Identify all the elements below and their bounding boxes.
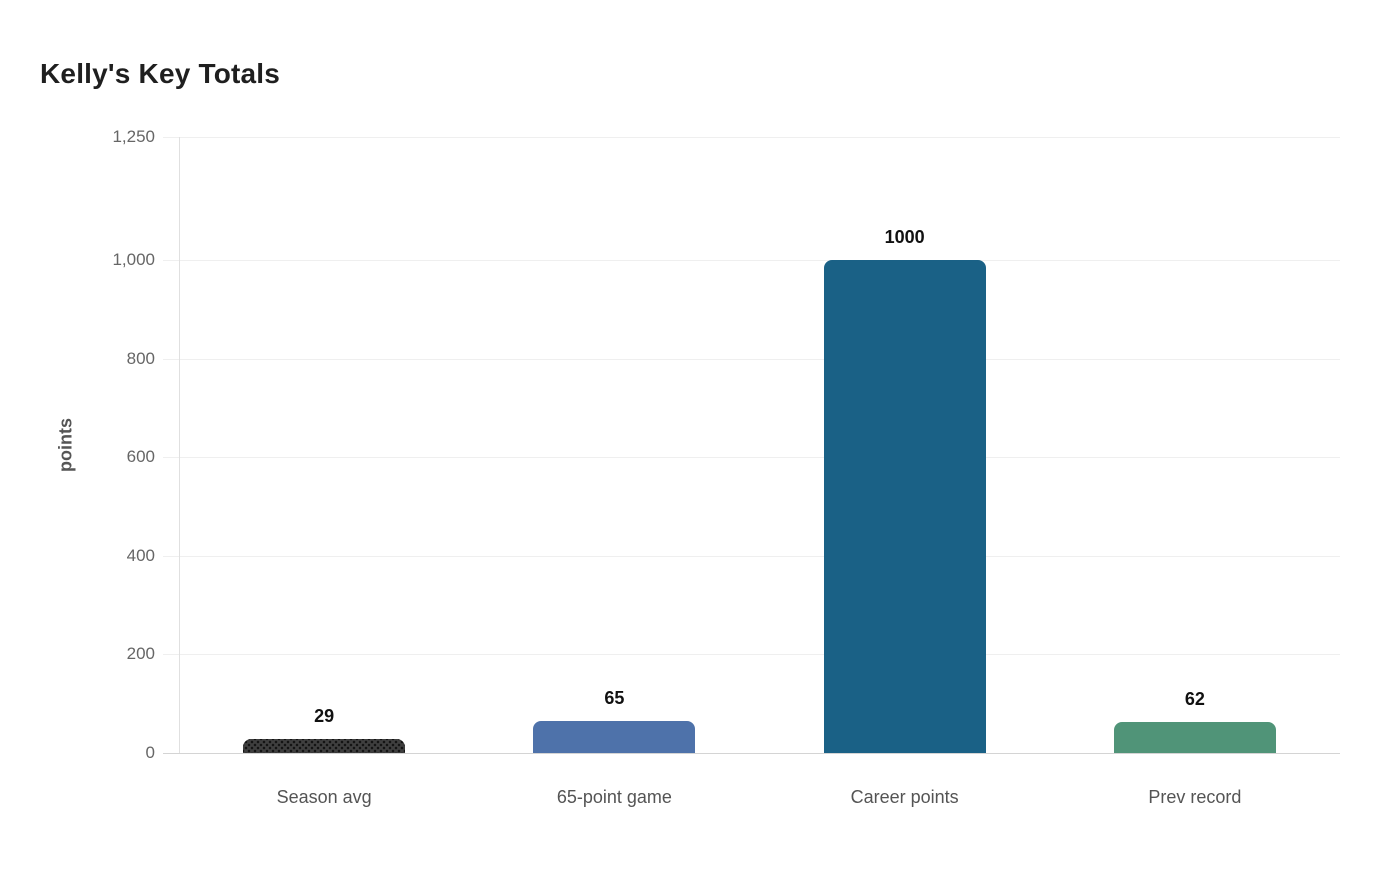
y-tick-label: 1,000 <box>112 250 155 270</box>
gridline-200 <box>163 654 1340 656</box>
y-tick-label: 400 <box>126 545 155 565</box>
y-tick-label: 200 <box>126 644 155 664</box>
y-tick-label: 0 <box>145 743 155 762</box>
y-axis-line <box>179 137 180 753</box>
value-label-65-point-game: 65 <box>604 687 625 708</box>
gridline-1000 <box>163 260 1340 262</box>
gridline-800 <box>163 358 1340 360</box>
bar-prev-record[interactable] <box>1113 722 1276 753</box>
bar-career-points[interactable] <box>823 260 986 753</box>
value-label-season-avg: 29 <box>314 705 335 726</box>
bar-65-point-game[interactable] <box>533 720 696 753</box>
value-label-career-points: 1000 <box>884 227 925 248</box>
bar-season-avg[interactable] <box>243 738 406 753</box>
gridline-1250 <box>163 137 1340 138</box>
y-tick-label: 1,250 <box>112 127 155 146</box>
value-label-prev-record: 62 <box>1184 689 1205 710</box>
chart-title: Kelly's Key Totals <box>40 58 281 89</box>
gridline-400 <box>163 555 1340 557</box>
gridline-600 <box>163 457 1340 459</box>
category-label-prev-record: Prev record <box>1148 787 1242 807</box>
category-label-season-avg: Season avg <box>276 787 372 807</box>
x-axis-baseline <box>163 753 1340 754</box>
category-label-65-point-game: 65-point game <box>556 787 672 807</box>
category-label-career-points: Career points <box>850 787 959 807</box>
y-tick-label: 800 <box>126 348 155 368</box>
y-tick-label: 600 <box>126 447 155 467</box>
